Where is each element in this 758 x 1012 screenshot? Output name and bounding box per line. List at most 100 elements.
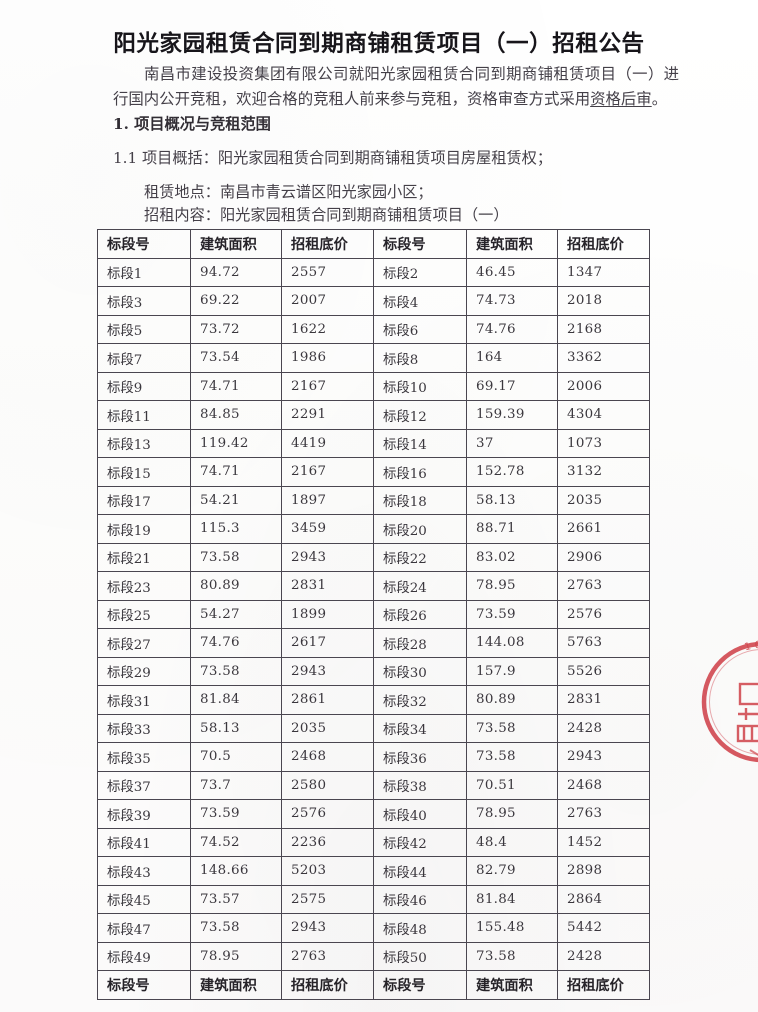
cell-lot-no-2: 标段28 bbox=[373, 628, 467, 658]
cell-area-1: 73.72 bbox=[190, 314, 282, 344]
cell-price-1: 5203 bbox=[281, 856, 374, 886]
cell-area-2: 69.17 bbox=[466, 371, 558, 401]
cell-price-2: 2661 bbox=[557, 514, 650, 544]
cell-area-2: 159.39 bbox=[466, 400, 558, 430]
cell-area-2: 70.51 bbox=[466, 770, 558, 800]
cell-area-2: 46.45 bbox=[466, 257, 558, 287]
cell-lot-no-2: 标段30 bbox=[373, 656, 467, 686]
cell-price-2: 1452 bbox=[557, 827, 650, 857]
official-red-seal-stamp: 165700 bbox=[688, 628, 758, 776]
cell-lot-no-2: 标段48 bbox=[373, 913, 467, 943]
cell-area-2: 37 bbox=[466, 428, 558, 458]
cell-lot-no-2: 标段32 bbox=[373, 685, 467, 715]
cell-lot-no-1: 标段9 bbox=[97, 371, 191, 401]
column-header-area-1: 建筑面积 bbox=[190, 229, 282, 259]
cell-price-2: 2831 bbox=[557, 685, 650, 715]
cell-area-1: 69.22 bbox=[190, 286, 282, 316]
table-row: 标段17 54.21 1897 标段18 58.13 2035 bbox=[97, 485, 650, 515]
cell-lot-no-1: 标段49 bbox=[97, 941, 191, 971]
cell-lot-no-2: 标段4 bbox=[373, 286, 467, 316]
cell-lot-no-2: 标段12 bbox=[373, 400, 467, 430]
cell-area-2: 73.58 bbox=[466, 713, 558, 743]
cell-area-2: 80.89 bbox=[466, 685, 558, 715]
table-row: 标段3 69.22 2007 标段4 74.73 2018 bbox=[97, 286, 650, 316]
intro-text-underlined: 资格后审 bbox=[590, 90, 652, 108]
table-row: 标段39 73.59 2576 标段40 78.95 2763 bbox=[97, 799, 650, 829]
cell-lot-no-1: 标段37 bbox=[97, 770, 191, 800]
cell-price-2: 5526 bbox=[557, 656, 650, 686]
cell-lot-no-1: 标段23 bbox=[97, 571, 191, 601]
intro-paragraph: 南昌市建设投资集团有限公司就阳光家园租赁合同到期商铺租赁项目（一）进行国内公开竞… bbox=[113, 62, 679, 112]
cell-price-1: 2763 bbox=[281, 941, 374, 971]
table-row: 标段19 115.3 3459 标段20 88.71 2661 bbox=[97, 514, 650, 544]
cell-price-2: 2468 bbox=[557, 770, 650, 800]
cell-lot-no-2: 标段40 bbox=[373, 799, 467, 829]
cell-price-1: 2943 bbox=[281, 656, 374, 686]
cell-price-1: 1897 bbox=[281, 485, 374, 515]
cell-lot-no-2: 标段34 bbox=[373, 713, 467, 743]
cell-area-2: 81.84 bbox=[466, 884, 558, 914]
cell-lot-no-2: 标段20 bbox=[373, 514, 467, 544]
cell-area-1: 84.85 bbox=[190, 400, 282, 430]
cell-area-2: 58.13 bbox=[466, 485, 558, 515]
cell-lot-no-1: 标段19 bbox=[97, 514, 191, 544]
table-footer-row: 标段号 建筑面积 招租底价 标段号 建筑面积 招租底价 bbox=[97, 970, 650, 1000]
cell-price-2: 2428 bbox=[557, 713, 650, 743]
cell-price-1: 2035 bbox=[281, 713, 374, 743]
column-header-price-1: 招租底价 bbox=[281, 229, 374, 259]
table-row: 标段11 84.85 2291 标段12 159.39 4304 bbox=[97, 400, 650, 430]
cell-lot-no-1: 标段5 bbox=[97, 314, 191, 344]
cell-lot-no-1: 标段21 bbox=[97, 542, 191, 572]
cell-price-1: 1986 bbox=[281, 343, 374, 373]
cell-area-2: 74.76 bbox=[466, 314, 558, 344]
cell-lot-no-2: 标段2 bbox=[373, 257, 467, 287]
table-row: 标段13 119.42 4419 标段14 37 1073 bbox=[97, 428, 650, 458]
cell-price-2: 1073 bbox=[557, 428, 650, 458]
cell-area-1: 148.66 bbox=[190, 856, 282, 886]
svg-text:165700: 165700 bbox=[744, 640, 758, 665]
cell-lot-no-1: 标段1 bbox=[97, 257, 191, 287]
cell-price-1: 2291 bbox=[281, 400, 374, 430]
cell-price-1: 2468 bbox=[281, 742, 374, 772]
cell-area-1: 78.95 bbox=[190, 941, 282, 971]
cell-lot-no-2: 标段36 bbox=[373, 742, 467, 772]
table-row: 标段31 81.84 2861 标段32 80.89 2831 bbox=[97, 685, 650, 715]
cell-price-1: 2831 bbox=[281, 571, 374, 601]
cell-price-2: 2168 bbox=[557, 314, 650, 344]
table-body: 标段1 94.72 2557 标段2 46.45 1347 标段3 69.22 2007 标段4 7… bbox=[97, 257, 650, 971]
column-header-price-2: 招租底价 bbox=[557, 229, 650, 259]
footer-header-area-1: 建筑面积 bbox=[190, 970, 282, 1000]
cell-area-2: 48.4 bbox=[466, 827, 558, 857]
table-row: 标段41 74.52 2236 标段42 48.4 1452 bbox=[97, 827, 650, 857]
cell-price-1: 2007 bbox=[281, 286, 374, 316]
cell-lot-no-1: 标段17 bbox=[97, 485, 191, 515]
cell-area-1: 54.21 bbox=[190, 485, 282, 515]
cell-area-1: 74.52 bbox=[190, 827, 282, 857]
cell-area-1: 54.27 bbox=[190, 599, 282, 629]
cell-price-1: 2861 bbox=[281, 685, 374, 715]
table-row: 标段25 54.27 1899 标段26 73.59 2576 bbox=[97, 599, 650, 629]
cell-lot-no-1: 标段31 bbox=[97, 685, 191, 715]
table-row: 标段29 73.58 2943 标段30 157.9 5526 bbox=[97, 656, 650, 686]
cell-area-1: 94.72 bbox=[190, 257, 282, 287]
section-1-heading: 1. 项目概况与竞租范围 bbox=[113, 115, 271, 133]
column-header-lot-1: 标段号 bbox=[97, 229, 191, 259]
cell-area-1: 58.13 bbox=[190, 713, 282, 743]
cell-area-1: 73.58 bbox=[190, 542, 282, 572]
cell-price-1: 2167 bbox=[281, 457, 374, 487]
cell-area-2: 82.79 bbox=[466, 856, 558, 886]
cell-area-2: 73.58 bbox=[466, 742, 558, 772]
cell-price-1: 1899 bbox=[281, 599, 374, 629]
column-header-area-2: 建筑面积 bbox=[466, 229, 558, 259]
line-project-overview: 1.1 项目概括：阳光家园租赁合同到期商铺租赁项目房屋租赁权； bbox=[113, 149, 553, 167]
cell-lot-no-2: 标段10 bbox=[373, 371, 467, 401]
cell-price-1: 2557 bbox=[281, 257, 374, 287]
cell-price-2: 2943 bbox=[557, 742, 650, 772]
cell-area-1: 115.3 bbox=[190, 514, 282, 544]
cell-price-2: 1347 bbox=[557, 257, 650, 287]
table-row: 标段35 70.5 2468 标段36 73.58 2943 bbox=[97, 742, 650, 772]
cell-area-2: 144.08 bbox=[466, 628, 558, 658]
cell-price-1: 1622 bbox=[281, 314, 374, 344]
cell-area-2: 78.95 bbox=[466, 571, 558, 601]
cell-lot-no-1: 标段11 bbox=[97, 400, 191, 430]
